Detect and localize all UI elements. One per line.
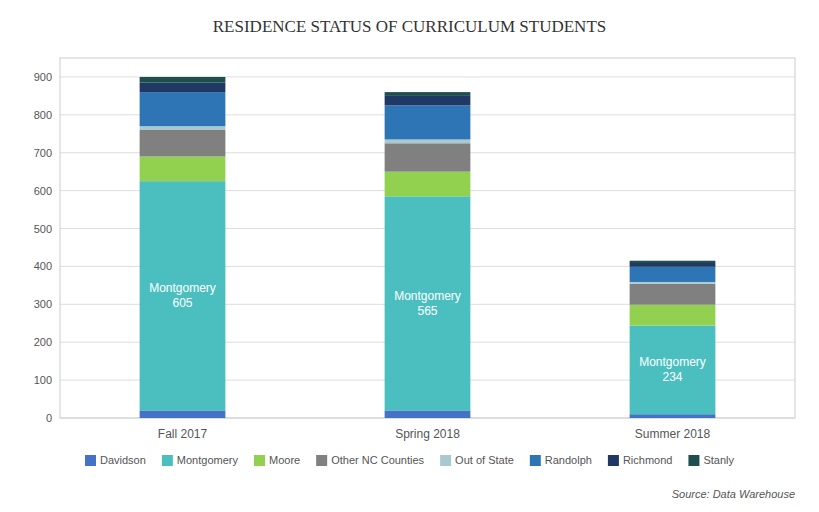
legend-swatch [254, 455, 265, 466]
data-label-line: 565 [417, 304, 437, 318]
legend-label: Randolph [545, 454, 592, 466]
x-tick-label: Fall 2017 [158, 427, 208, 441]
chart: RESIDENCE STATUS OF CURRICULUM STUDENTS 0… [0, 0, 819, 512]
x-tick-label: Summer 2018 [635, 427, 711, 441]
legend-label: Davidson [100, 454, 146, 466]
bar-segment [630, 261, 716, 263]
data-labels: Montgomery605Montgomery565Montgomery234 [149, 281, 706, 384]
bar-segment [630, 282, 716, 284]
bar-segment [385, 139, 471, 143]
data-label: Montgomery234 [639, 355, 706, 384]
legend-label: Stanly [703, 454, 734, 466]
bar-segment [630, 326, 716, 415]
y-tick-label: 800 [34, 109, 52, 121]
legend-label: Other NC Counties [331, 454, 424, 466]
y-tick-label: 500 [34, 223, 52, 235]
legend-label: Richmond [623, 454, 673, 466]
data-label: Montgomery565 [394, 289, 461, 318]
bar-segment [140, 126, 226, 130]
bar-segment [140, 157, 226, 182]
legend-swatch [440, 455, 451, 466]
title: RESIDENCE STATUS OF CURRICULUM STUDENTS [213, 17, 606, 36]
y-tick-label: 0 [46, 412, 52, 424]
y-tick-label: 900 [34, 71, 52, 83]
bar-segment [140, 410, 226, 418]
bar-segment [385, 172, 471, 197]
bar-segment [140, 77, 226, 83]
y-tick-label: 700 [34, 147, 52, 159]
data-label-line: 234 [662, 370, 682, 384]
legend-swatch [85, 455, 96, 466]
y-tick-label: 300 [34, 298, 52, 310]
legend-swatch [530, 455, 541, 466]
grid [60, 77, 795, 418]
bar-segment [385, 143, 471, 171]
y-tick-label: 200 [34, 336, 52, 348]
bar-segment [140, 92, 226, 126]
legend-swatch [316, 455, 327, 466]
bar-segment [385, 410, 471, 418]
legend-label: Montgomery [177, 454, 239, 466]
bars [140, 77, 716, 418]
bar-segment [385, 196, 471, 410]
bar-segment [630, 284, 716, 305]
y-tick-label: 400 [34, 260, 52, 272]
y-tick-label: 100 [34, 374, 52, 386]
data-label-line: Montgomery [639, 355, 706, 369]
bar-segment [630, 305, 716, 326]
data-label-line: Montgomery [149, 281, 216, 295]
bar-segment [140, 181, 226, 410]
bar-segment [630, 414, 716, 418]
bar-segment [140, 130, 226, 157]
legend-label: Out of State [455, 454, 514, 466]
data-label: Montgomery605 [149, 281, 216, 310]
bar-segment [630, 263, 716, 267]
legend-swatch [162, 455, 173, 466]
bar-segment [140, 83, 226, 92]
plot-frame [60, 58, 795, 418]
bar-segment [630, 267, 716, 282]
data-label-line: 605 [172, 296, 192, 310]
bar-segment [385, 92, 471, 96]
legend-swatch [688, 455, 699, 466]
legend: Davidson Montgomery Moore Other NC Counties… [85, 454, 735, 466]
bar-segment [385, 105, 471, 139]
y-tick-label: 600 [34, 185, 52, 197]
data-label-line: Montgomery [394, 289, 461, 303]
bar-segment [385, 96, 471, 105]
legend-label: Moore [269, 454, 300, 466]
x-tick-label: Spring 2018 [395, 427, 460, 441]
legend-swatch [608, 455, 619, 466]
annotation: Source: Data Warehouse [672, 488, 795, 500]
